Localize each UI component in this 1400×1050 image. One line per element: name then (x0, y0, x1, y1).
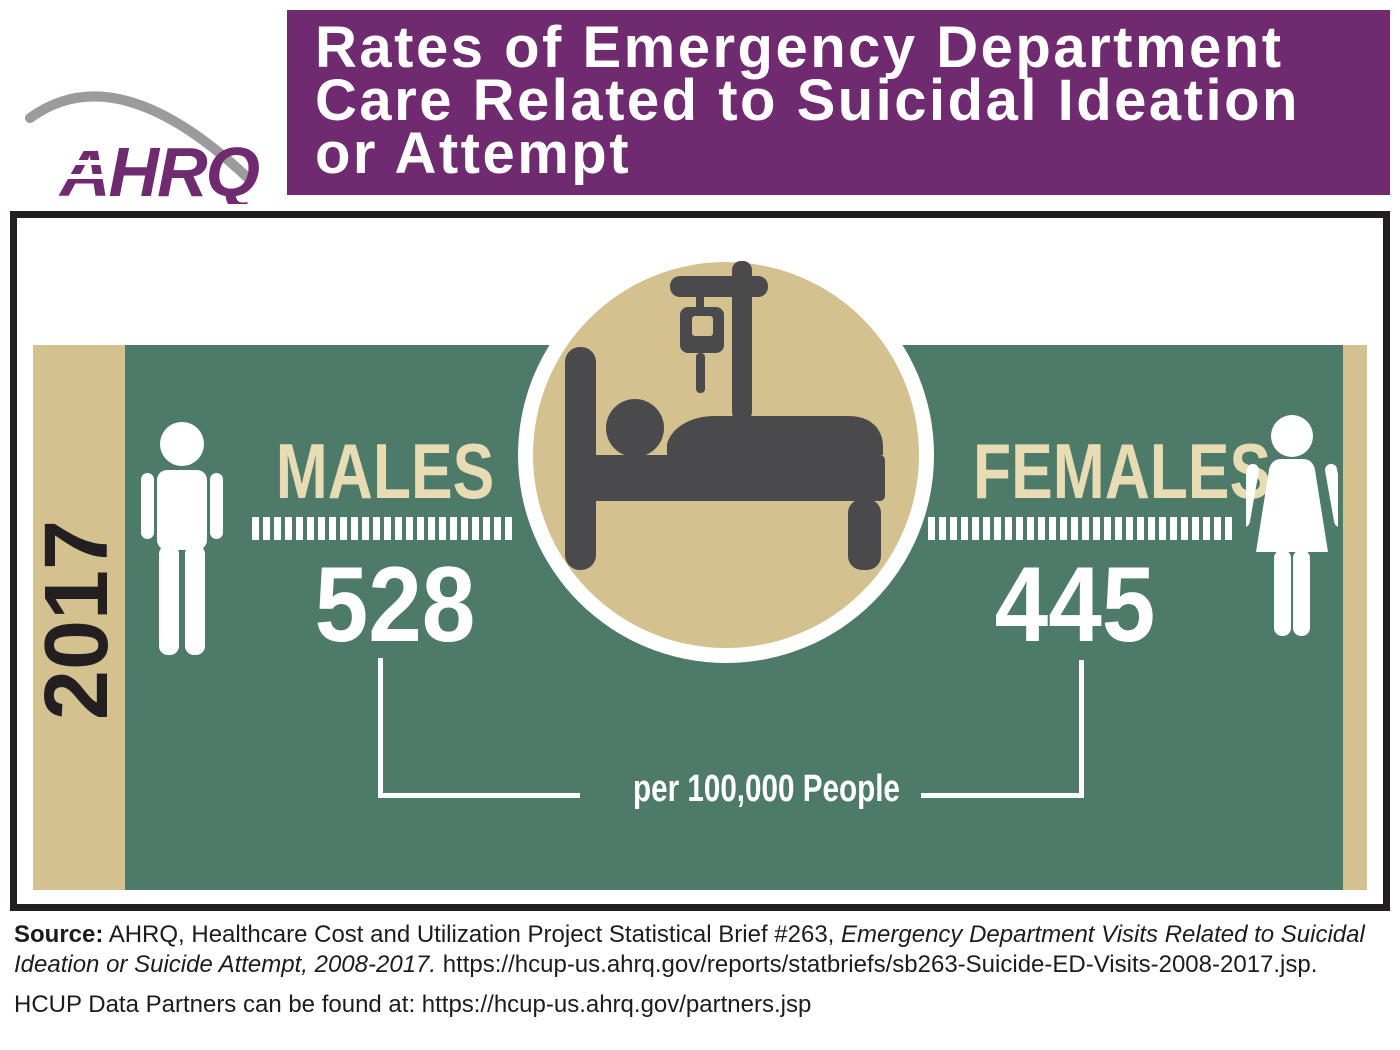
page-title-line-2: Care Related to Suicidal Ideation (315, 68, 1300, 133)
page-title: Rates of Emergency Department Care Relat… (315, 15, 1300, 186)
males-value: 528 (314, 544, 476, 664)
source-text: AHRQ, Healthcare Cost and Utilization Pr… (108, 921, 835, 948)
title-banner: Rates of Emergency Department Care Relat… (287, 10, 1390, 195)
source-url: https://hcup-us.ahrq.gov/reports/statbri… (442, 951, 1318, 978)
source-note: Source: AHRQ, Healthcare Cost and Utiliz… (14, 920, 1365, 980)
page-title-line-3: or Attempt (315, 121, 632, 186)
female-figure-icon (1237, 414, 1347, 655)
females-value: 445 (994, 544, 1156, 664)
partners-note: HCUP Data Partners can be found at: http… (14, 991, 812, 1018)
logo-a-stripe (56, 146, 108, 151)
year-stripe (33, 345, 125, 890)
female-figure-graphic (1237, 415, 1347, 636)
males-dashed-line (252, 517, 514, 540)
males-bracket-vertical (378, 658, 383, 798)
hospital-bed-graphic (518, 247, 934, 663)
page-title-line-1: Rates of Emergency Department (315, 15, 1284, 80)
male-figure-graphic (141, 422, 223, 655)
year-label: 2017 (27, 519, 127, 721)
ahrq-logo: AHRQ (18, 70, 274, 211)
females-bracket-horizontal (921, 793, 1084, 798)
swoosh-arc-icon (25, 91, 255, 185)
male-figure-icon (136, 421, 228, 660)
males-bracket-horizontal (378, 793, 580, 798)
hospital-bed-iv-drip-icon (518, 247, 934, 668)
ahrq-logo-graphic: AHRQ (25, 91, 262, 211)
females-dashed-line (928, 517, 1232, 540)
source-label: Source: (14, 921, 104, 948)
logo-text: AHRQ (58, 133, 260, 204)
females-bracket-vertical (1079, 660, 1084, 798)
females-label: FEMALES (973, 427, 1272, 515)
males-label: MALES (275, 427, 495, 515)
logo-a-stripe (54, 160, 108, 165)
logo-a-stripe (52, 174, 108, 179)
right-accent-stripe (1343, 345, 1367, 890)
source-title-italic: Emergency Department Visits Related to S… (841, 921, 1365, 948)
unit-label: per 100,000 People (633, 768, 900, 810)
source-title-italic-2: Ideation or Suicide Attempt, 2008-2017. (14, 951, 437, 978)
